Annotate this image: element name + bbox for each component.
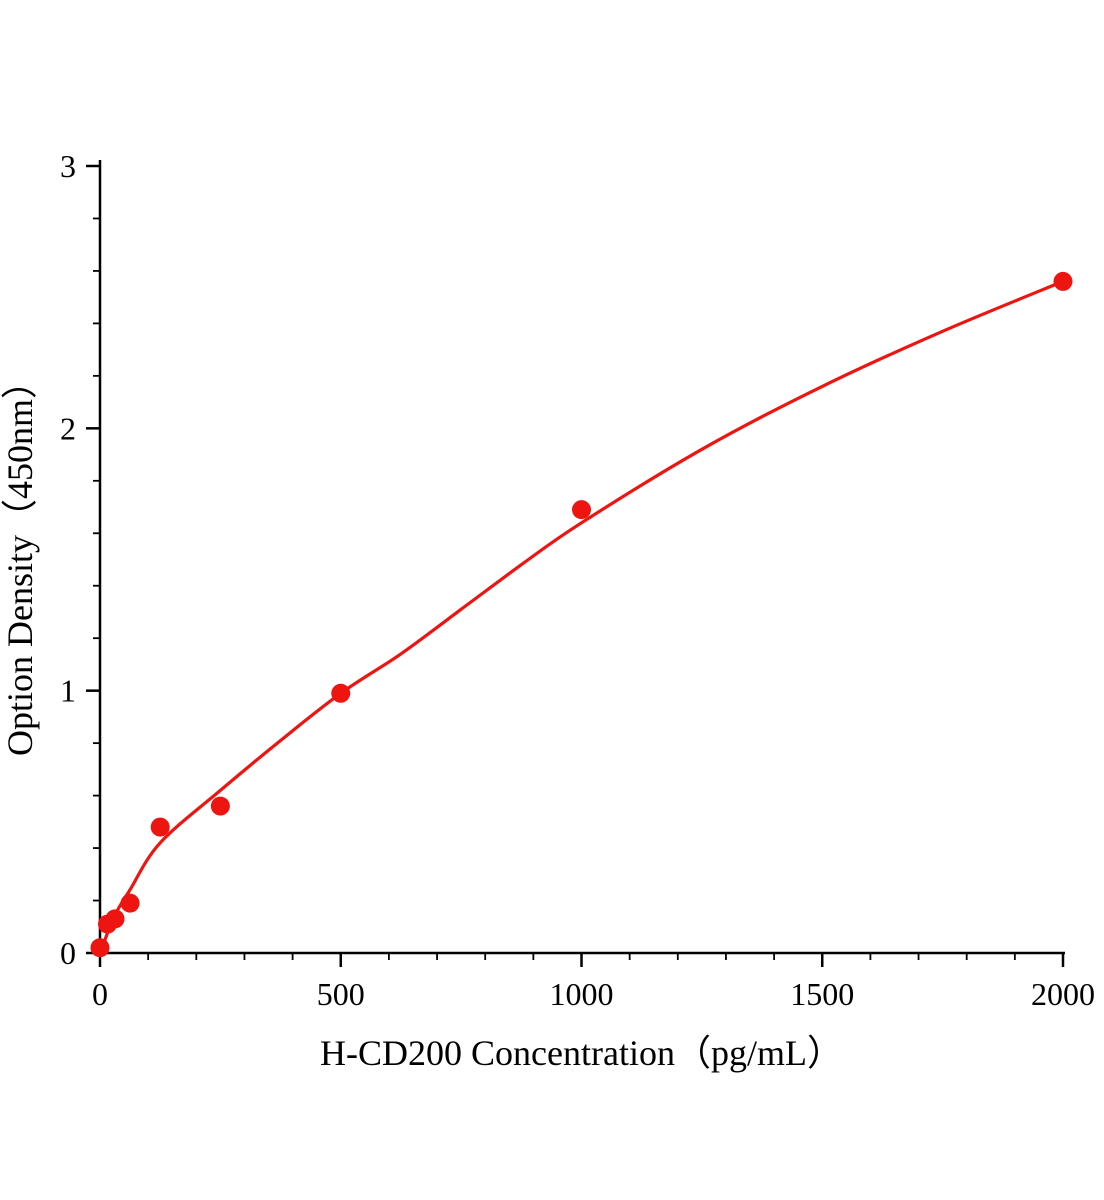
y-tick-label: 2 <box>60 410 76 446</box>
data-point <box>1053 271 1073 291</box>
data-point <box>331 683 351 703</box>
data-point <box>572 500 591 520</box>
y-axis-label: Option Density（450nm） <box>0 363 40 756</box>
data-point <box>105 909 125 929</box>
x-tick-label: 0 <box>92 976 108 1012</box>
x-axis-label: H-CD200 Concentration（pg/mL） <box>320 1033 843 1073</box>
x-tick-label: 2000 <box>1031 976 1095 1012</box>
x-tick-label: 1000 <box>550 976 614 1012</box>
x-tick-label: 500 <box>317 976 365 1012</box>
data-point <box>150 817 170 837</box>
data-point <box>210 796 230 816</box>
fit-curve <box>98 279 1064 954</box>
x-tick-label: 1500 <box>790 976 854 1012</box>
data-points <box>90 271 1073 958</box>
fit-curve-path <box>98 279 1064 954</box>
y-tick-label: 3 <box>60 148 76 184</box>
data-point <box>90 938 110 958</box>
data-point <box>120 893 140 913</box>
axes-layer <box>86 160 1065 967</box>
tick-labels: 0 500 1000 1500 2000 0 1 2 3 <box>60 148 1095 1012</box>
y-tick-label: 0 <box>60 935 76 971</box>
y-tick-label: 1 <box>60 673 76 709</box>
